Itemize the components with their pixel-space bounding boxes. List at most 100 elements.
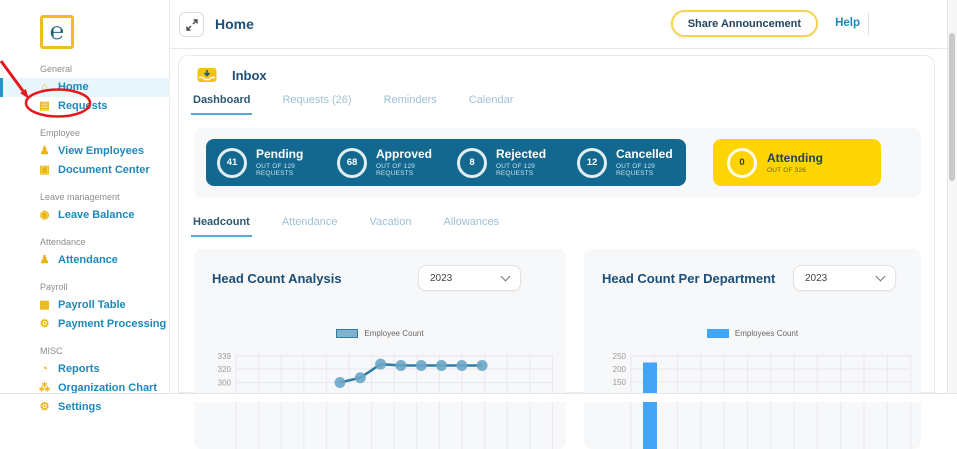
app-logo-icon: ℮ — [40, 15, 74, 49]
tab-headcount[interactable]: Headcount — [191, 216, 252, 237]
logo-glyph: ℮ — [50, 20, 64, 44]
sidebar-item-label: Reports — [58, 363, 100, 376]
year-select-value: 2023 — [430, 273, 452, 284]
approved-ring: 68 — [337, 148, 367, 178]
svg-text:200: 200 — [613, 365, 627, 374]
chevron-down-icon — [501, 271, 511, 281]
inbox-title: Inbox — [232, 68, 267, 83]
sidebar-item-label: Payment Processing — [58, 318, 166, 331]
stats-container: 41 Pending OUT OF 129 REQUESTS 68 Approv… — [194, 128, 921, 198]
chart-header: Head Count Per Department 2023 — [584, 249, 921, 291]
stat-cancelled[interactable]: 12 Cancelled OUT OF 129 REQUESTS — [566, 139, 686, 186]
expand-collapse-button[interactable] — [179, 12, 204, 37]
sidebar-item-label: Attendance — [58, 254, 118, 267]
year-select-analysis[interactable]: 2023 — [418, 265, 521, 291]
rejected-ring: 8 — [457, 148, 487, 178]
share-announcement-button[interactable]: Share Announcement — [671, 10, 818, 37]
requests-stats-bar: 41 Pending OUT OF 129 REQUESTS 68 Approv… — [206, 139, 686, 186]
svg-text:300: 300 — [218, 379, 232, 388]
chevron-down-icon — [876, 271, 886, 281]
sidebar-item-label: Settings — [58, 401, 101, 414]
chart-legend: Employee Count — [194, 329, 566, 338]
sidebar-nav: General ⌂ Home ▤ Requests Employee ♟ Vie… — [0, 58, 169, 417]
svg-text:339: 339 — [218, 352, 232, 361]
tab-dashboard[interactable]: Dashboard — [191, 94, 252, 115]
reports-icon: ◔ — [38, 363, 51, 376]
sidebar-item-leave-balance[interactable]: ◉ Leave Balance — [0, 206, 169, 225]
head-count-analysis-card: Head Count Analysis 2023 Employee Count … — [194, 249, 566, 449]
chart-title: Head Count Per Department — [602, 271, 775, 286]
tab-vacation[interactable]: Vacation — [368, 216, 414, 237]
cancelled-ring: 12 — [577, 148, 607, 178]
inbox-header: Inbox — [197, 67, 267, 83]
sidebar-item-label: Requests — [58, 100, 108, 113]
payroll-table-icon: ▦ — [38, 299, 51, 312]
chart-header: Head Count Analysis 2023 — [194, 249, 566, 291]
top-header-bar: Home Share Announcement Help — [171, 0, 957, 49]
svg-text:250: 250 — [613, 352, 627, 361]
stat-pending[interactable]: 41 Pending OUT OF 129 REQUESTS — [206, 139, 326, 186]
stat-sub: OUT OF 129 REQUESTS — [256, 163, 326, 177]
payment-processing-icon: ⚙ — [38, 318, 51, 331]
stat-sub: OUT OF 129 REQUESTS — [376, 163, 446, 177]
sidebar-item-payroll-table[interactable]: ▦ Payroll Table — [0, 296, 169, 315]
page-scrollbar[interactable] — [947, 0, 957, 393]
sidebar-item-label: Document Center — [58, 164, 150, 177]
sidebar-item-reports[interactable]: ◔ Reports — [0, 360, 169, 379]
attendance-icon: ♟ — [38, 254, 51, 267]
legend-swatch-icon — [707, 329, 729, 338]
inbox-tabs: Dashboard Requests (26) Reminders Calend… — [191, 94, 515, 115]
leave-balance-icon: ◉ — [38, 209, 51, 222]
sidebar-item-attendance[interactable]: ♟ Attendance — [0, 251, 169, 270]
section-general: General — [0, 58, 169, 78]
inbox-icon — [197, 67, 217, 83]
tab-requests[interactable]: Requests (26) — [280, 94, 353, 115]
document-icon: ▣ — [38, 164, 51, 177]
stat-sub: OUT OF 129 REQUESTS — [616, 163, 686, 177]
chart-title: Head Count Analysis — [212, 271, 342, 286]
section-attendance: Attendance — [0, 231, 169, 251]
legend-label: Employee Count — [364, 329, 423, 338]
attending-ring: 0 — [727, 148, 757, 178]
home-icon: ⌂ — [38, 81, 51, 94]
stat-label: Pending — [256, 148, 326, 161]
main-content-card: Inbox Dashboard Requests (26) Reminders … — [178, 55, 935, 393]
sidebar-item-payment-processing[interactable]: ⚙ Payment Processing — [0, 315, 169, 334]
sidebar-item-label: Payroll Table — [58, 299, 126, 312]
stat-approved[interactable]: 68 Approved OUT OF 129 REQUESTS — [326, 139, 446, 186]
sidebar-item-requests[interactable]: ▤ Requests — [0, 97, 169, 116]
tab-reminders[interactable]: Reminders — [382, 94, 439, 115]
section-leave-management: Leave management — [0, 186, 169, 206]
sidebar-item-label: Leave Balance — [58, 209, 134, 222]
help-link[interactable]: Help — [835, 17, 860, 29]
sidebar-item-document-center[interactable]: ▣ Document Center — [0, 161, 169, 180]
stat-sub: OUT OF 129 REQUESTS — [496, 163, 566, 177]
sidebar-item-view-employees[interactable]: ♟ View Employees — [0, 142, 169, 161]
stat-label: Attending — [767, 152, 823, 165]
stat-label: Approved — [376, 148, 446, 161]
requests-icon: ▤ — [38, 100, 51, 113]
settings-icon: ⚙ — [38, 401, 51, 414]
chart-legend: Employees Count — [584, 329, 921, 338]
page-title: Home — [215, 16, 254, 32]
pending-ring: 41 — [217, 148, 247, 178]
header-divider — [868, 13, 869, 35]
stat-sub: OUT OF 326 — [767, 167, 823, 174]
year-select-department[interactable]: 2023 — [793, 265, 896, 291]
svg-text:320: 320 — [218, 365, 232, 374]
analytics-tabs: Headcount Attendance Vacation Allowances — [191, 216, 501, 237]
tab-calendar[interactable]: Calendar — [467, 94, 516, 115]
section-employee: Employee — [0, 122, 169, 142]
head-count-per-department-card: Head Count Per Department 2023 Employees… — [584, 249, 921, 449]
employees-icon: ♟ — [38, 145, 51, 158]
scrollbar-thumb[interactable] — [949, 33, 955, 181]
sidebar-item-label: Home — [58, 81, 89, 94]
tab-attendance[interactable]: Attendance — [280, 216, 340, 237]
stat-rejected[interactable]: 8 Rejected OUT OF 129 REQUESTS — [446, 139, 566, 186]
stat-attending[interactable]: 0 Attending OUT OF 326 — [713, 139, 881, 186]
stat-label: Cancelled — [616, 148, 686, 161]
tab-allowances[interactable]: Allowances — [442, 216, 502, 237]
legend-label: Employees Count — [735, 329, 798, 338]
sidebar-item-home[interactable]: ⌂ Home — [0, 78, 169, 97]
section-payroll: Payroll — [0, 276, 169, 296]
